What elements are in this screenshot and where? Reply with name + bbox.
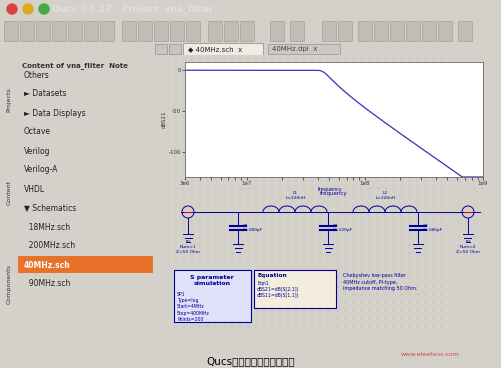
Text: Eqn1
dBS21=dB(S[2,1])
dBS11=dB(S[1,1]): Eqn1 dBS21=dB(S[2,1]) dBS11=dB(S[1,1]) (257, 281, 299, 298)
Bar (4, 21, 18, 41)
Text: Qucs：很通用的電路模擬器: Qucs：很通用的電路模擬器 (206, 357, 295, 367)
Text: 18MHz.sch: 18MHz.sch (24, 223, 70, 231)
Text: www.eleefans.com: www.eleefans.com (400, 353, 458, 357)
Bar (239, 21, 254, 41)
Text: Content of vna_filter  Note: Content of vna_filter Note (22, 62, 128, 69)
Bar (223, 21, 237, 41)
Text: ▼ Schematics: ▼ Schematics (24, 204, 76, 212)
Text: Projects: Projects (7, 88, 12, 112)
Text: Equation: Equation (257, 273, 286, 278)
Text: P1
Num=1
Z=50 Ohm: P1 Num=1 Z=50 Ohm (176, 240, 199, 254)
Bar (207, 21, 221, 41)
Bar (68, 21, 82, 41)
Bar (52, 21, 66, 41)
Bar (492, 55, 501, 330)
Text: frequency: frequency (317, 188, 342, 192)
Bar (437, 21, 451, 41)
Bar (154, 21, 168, 41)
Circle shape (39, 4, 49, 14)
Text: P2
Num=2
Z=50 Ohm: P2 Num=2 Z=50 Ohm (455, 240, 479, 254)
Bar (290, 21, 304, 41)
Text: 40MHz.dpl  x: 40MHz.dpl x (272, 46, 317, 52)
Text: L1
L=220nH: L1 L=220nH (285, 191, 305, 200)
Bar (170, 21, 184, 41)
Text: Content: Content (7, 180, 12, 205)
Bar (155, 44, 167, 54)
Text: 40MHz.sch: 40MHz.sch (24, 261, 71, 269)
Text: VHDL: VHDL (24, 184, 45, 194)
Circle shape (23, 4, 33, 14)
Text: C3
C=180pF: C3 C=180pF (422, 223, 442, 233)
Text: ► Datasets: ► Datasets (24, 89, 66, 99)
Bar (138, 21, 152, 41)
Text: Octave: Octave (24, 127, 51, 137)
FancyBboxPatch shape (174, 270, 250, 322)
Bar (405, 21, 419, 41)
Bar (20, 21, 34, 41)
Text: ► Data Displays: ► Data Displays (24, 109, 86, 117)
Bar (389, 21, 403, 41)
Bar (169, 44, 181, 54)
Text: C2
C=220pF: C2 C=220pF (332, 223, 352, 233)
Bar (186, 21, 199, 41)
Text: C1
C=180pF: C1 C=180pF (242, 223, 263, 233)
Bar (421, 21, 435, 41)
Bar (36, 21, 50, 41)
Text: Chebyshev low-pass filter
40MHz cutoff, PI-type,
impedance matching 50 Ohm.: Chebyshev low-pass filter 40MHz cutoff, … (342, 273, 417, 291)
Bar (268, 44, 339, 54)
Circle shape (7, 4, 17, 14)
Bar (183, 43, 263, 55)
Bar (84, 21, 98, 41)
Text: 200MHz.sch: 200MHz.sch (24, 241, 75, 251)
Text: Verilog: Verilog (24, 146, 51, 156)
Bar (337, 21, 351, 41)
Bar (270, 21, 284, 41)
Text: frequency: frequency (320, 191, 347, 196)
Bar (18, 256, 153, 273)
Text: Qucs 0.0.17 - Project: vna_filter: Qucs 0.0.17 - Project: vna_filter (52, 4, 212, 14)
FancyBboxPatch shape (254, 270, 335, 308)
Text: S parameter
simulation: S parameter simulation (190, 275, 233, 286)
Text: ◆ 40MHz.sch  x: ◆ 40MHz.sch x (188, 46, 242, 52)
Bar (373, 21, 387, 41)
Bar (321, 21, 335, 41)
Text: 90MHz.sch: 90MHz.sch (24, 280, 70, 289)
Bar (457, 21, 471, 41)
Text: SP1
Type=log
Start=4MHz
Stop=400MHz
Points=200: SP1 Type=log Start=4MHz Stop=400MHz Poin… (177, 292, 209, 322)
Bar (357, 21, 371, 41)
Text: Components: Components (7, 264, 12, 304)
Text: Verilog-A: Verilog-A (24, 166, 58, 174)
Y-axis label: dBS21: dBS21 (162, 111, 167, 128)
Bar (122, 21, 136, 41)
Bar (100, 21, 114, 41)
Text: Others: Others (24, 71, 50, 79)
Text: L2
L=220nH: L2 L=220nH (375, 191, 395, 200)
